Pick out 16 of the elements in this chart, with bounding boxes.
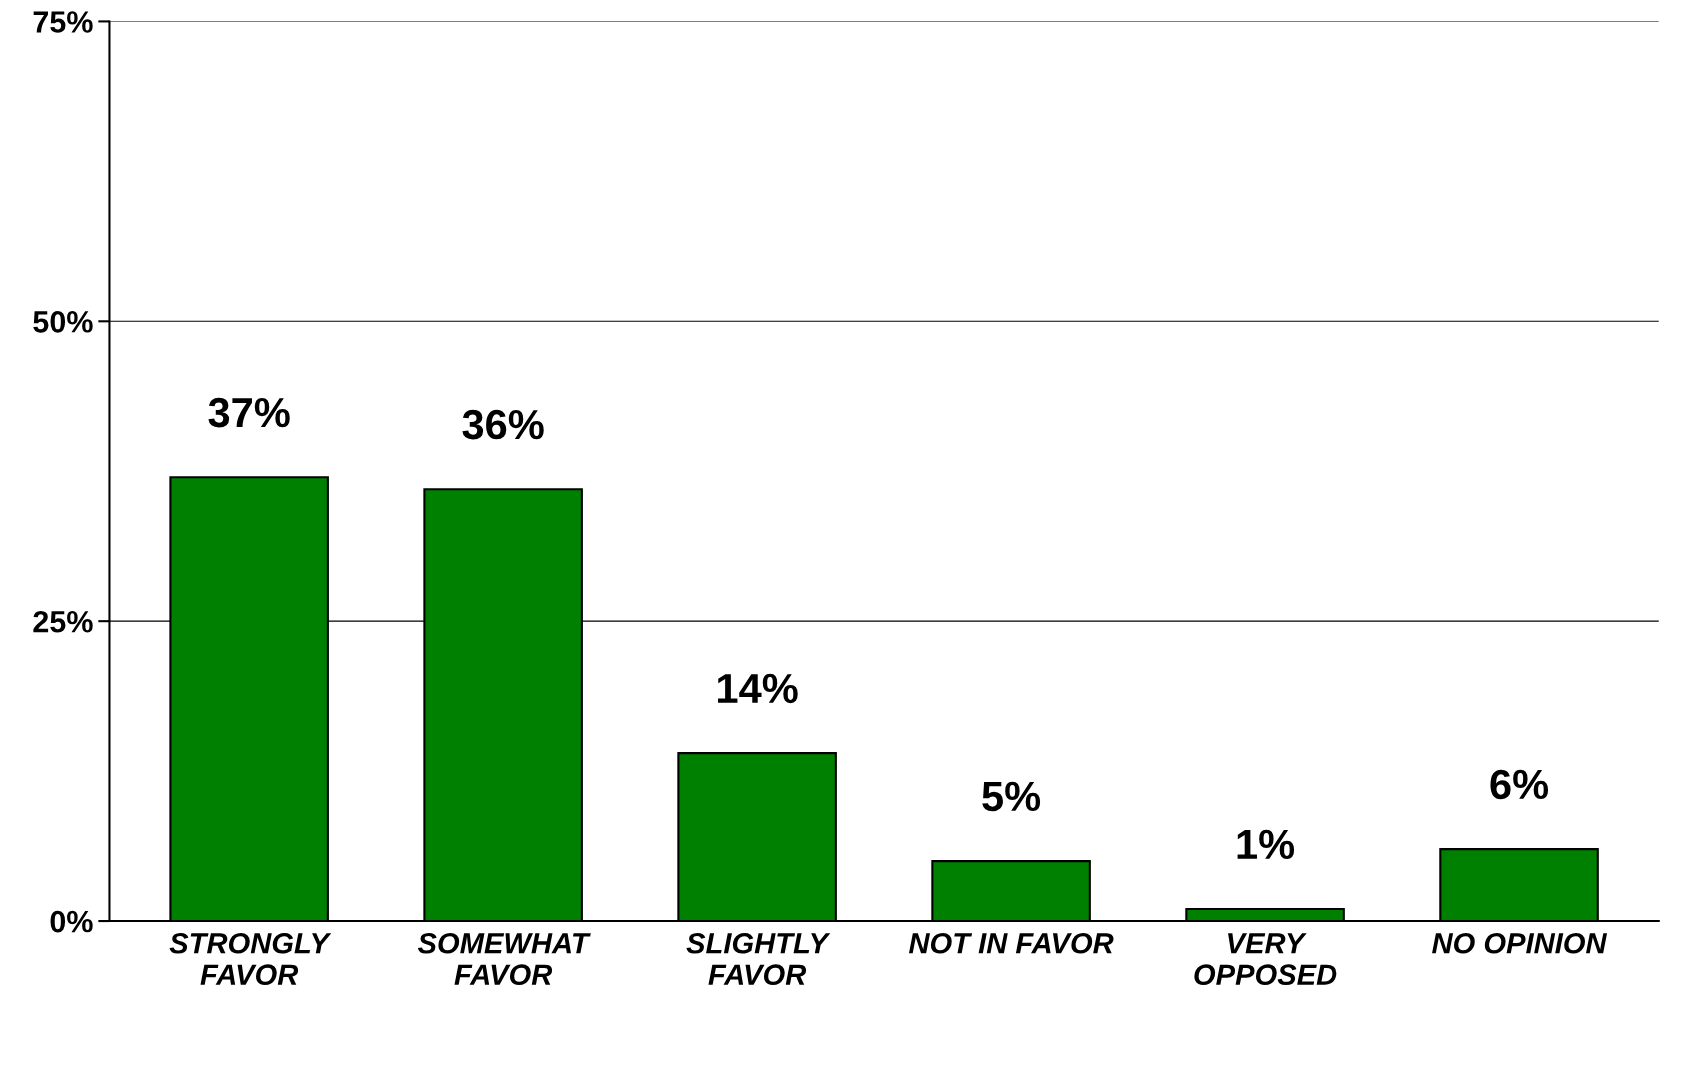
y-tick-label: 25%: [33, 610, 93, 633]
data-label: 14%: [718, 673, 798, 704]
data-label: 37%: [208, 397, 290, 428]
y-tick-label: 0%: [50, 910, 93, 933]
data-label: 5%: [982, 781, 1041, 812]
x-tick-label: SOMEWHAT FAVOR: [417, 932, 591, 986]
y-tick-label: 50%: [33, 311, 93, 333]
data-label: 36%: [462, 409, 544, 440]
x-tick-label: SLIGHTLY FAVOR: [686, 932, 831, 986]
x-tick-label: NOT IN FAVOR: [908, 932, 1114, 954]
x-tick-label: NO OPINION: [1432, 932, 1608, 954]
y-tick-label: 75%: [33, 11, 93, 33]
x-tick-label: STRONGLY FAVOR: [169, 932, 332, 986]
x-tick-label: VERY OPPOSED: [1194, 933, 1337, 986]
data-label: 6%: [1490, 769, 1549, 800]
data-label: 1%: [1237, 829, 1295, 860]
